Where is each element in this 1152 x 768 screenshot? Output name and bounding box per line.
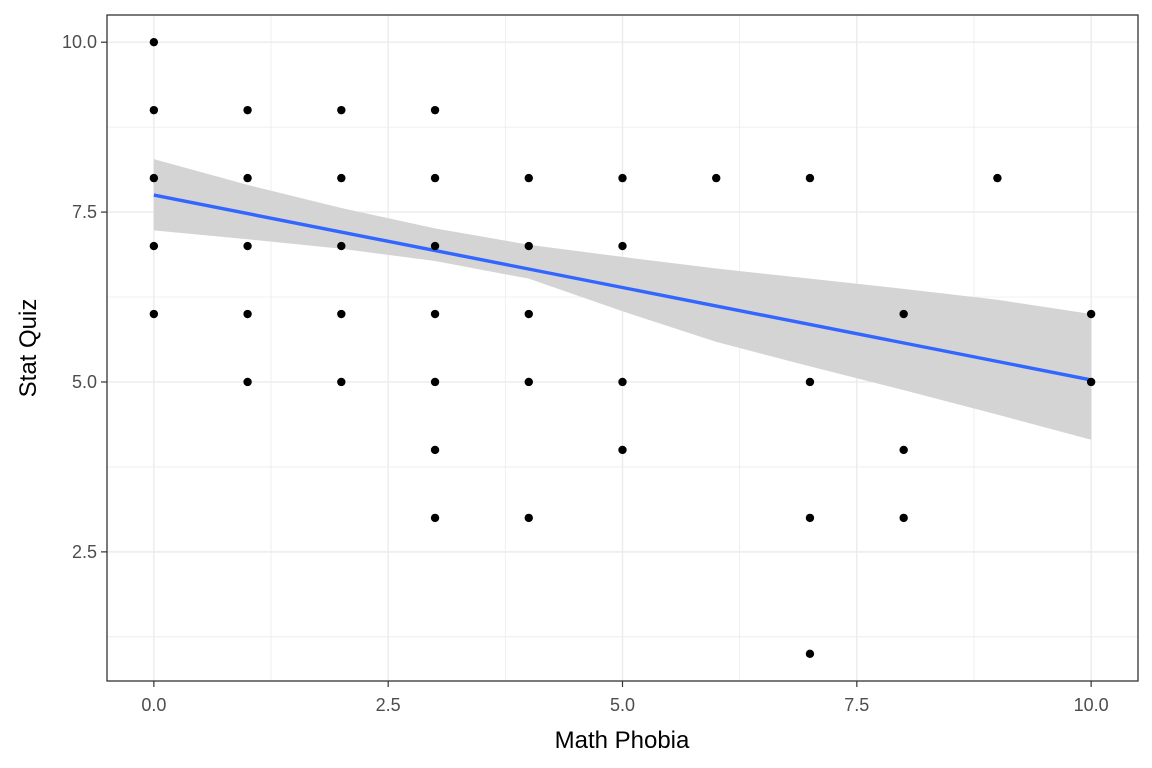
- data-point: [1086, 377, 1096, 387]
- data-point: [430, 105, 440, 115]
- data-point: [337, 173, 346, 183]
- x-tick-label: 10.0: [1074, 695, 1109, 715]
- data-point: [805, 513, 815, 523]
- data-point: [430, 513, 440, 523]
- data-point: [243, 309, 252, 319]
- data-point: [524, 241, 533, 251]
- data-point: [337, 241, 346, 251]
- data-point: [149, 309, 159, 319]
- data-point: [805, 173, 815, 183]
- data-point: [524, 513, 533, 523]
- data-point: [899, 445, 908, 455]
- data-point: [337, 105, 346, 115]
- data-point: [524, 309, 533, 319]
- data-point: [618, 377, 627, 387]
- points-layer: [149, 37, 1096, 659]
- data-point: [243, 173, 252, 183]
- data-point: [243, 241, 252, 251]
- data-point: [243, 105, 252, 115]
- x-tick-label: 0.0: [141, 695, 166, 715]
- x-axis-title: Math Phobia: [555, 727, 690, 754]
- data-point: [899, 309, 908, 319]
- confidence-band: [153, 159, 1092, 440]
- data-point: [618, 445, 627, 455]
- data-point: [149, 105, 159, 115]
- data-point: [712, 173, 721, 183]
- data-point: [430, 445, 440, 455]
- data-point: [243, 377, 252, 387]
- y-axis-ticks: 2.5 5.0 7.5 10.0: [62, 32, 107, 562]
- data-point: [149, 241, 159, 251]
- y-tick-label: 2.5: [72, 542, 97, 562]
- x-tick-label: 5.0: [610, 695, 635, 715]
- data-point: [430, 377, 440, 387]
- data-point: [618, 173, 627, 183]
- data-point: [899, 513, 908, 523]
- regression-line-layer: [153, 193, 1092, 382]
- y-tick-label: 7.5: [72, 202, 97, 222]
- data-point: [337, 377, 346, 387]
- x-axis-ticks: 0.0 2.5 5.0 7.5 10.0: [141, 681, 1109, 715]
- data-point: [430, 309, 440, 319]
- confidence-band-layer: [153, 159, 1092, 440]
- data-point: [430, 173, 440, 183]
- data-point: [149, 173, 159, 183]
- data-point: [805, 649, 815, 659]
- x-tick-label: 7.5: [844, 695, 869, 715]
- data-point: [337, 309, 346, 319]
- data-point: [524, 377, 533, 387]
- data-point: [430, 241, 440, 251]
- data-point: [618, 241, 627, 251]
- y-tick-label: 5.0: [72, 372, 97, 392]
- y-axis-title: Stat Quiz: [15, 299, 42, 398]
- data-point: [993, 173, 1002, 183]
- data-point: [805, 377, 815, 387]
- data-point: [524, 173, 533, 183]
- data-point: [1086, 309, 1096, 319]
- regression-line: [153, 193, 1092, 382]
- y-tick-label: 10.0: [62, 32, 97, 52]
- x-tick-label: 2.5: [376, 695, 401, 715]
- data-point: [149, 37, 159, 47]
